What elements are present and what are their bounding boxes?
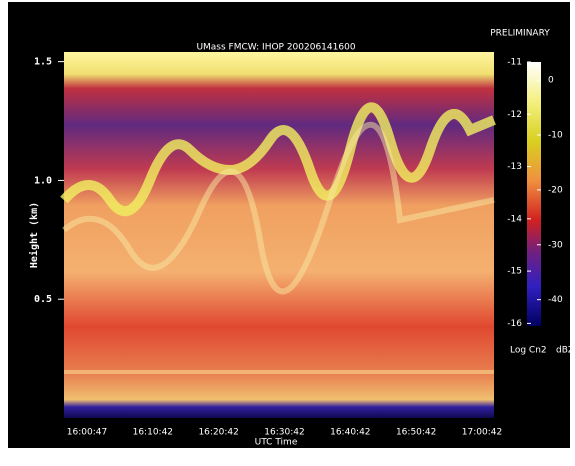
colorbar-right-tick-label: -20 [548, 185, 563, 195]
colorbar-left-label: Log Cn2 [510, 346, 547, 356]
x-tick-label: 16:20:42 [198, 428, 238, 438]
colorbar-right-tick-label: -30 [548, 240, 563, 250]
colorbar-right-tick-label: 0 [548, 76, 554, 86]
colorbar-left-tick-label: -15 [507, 267, 522, 277]
x-tick-label: 16:30:42 [264, 428, 304, 438]
colorbar-left-tick-label: -13 [507, 162, 522, 172]
colorbar-right-tick-label: -40 [548, 295, 563, 305]
y-tick-label: 1.0 [34, 175, 52, 186]
colorbar-left-tick-label: -16 [507, 319, 522, 329]
x-axis-label: UTC Time [255, 438, 298, 448]
y-tick-label: 0.5 [34, 294, 52, 305]
x-tick-label: 17:00:42 [462, 428, 502, 438]
colorbar-left-tick-label: -11 [507, 58, 522, 68]
radar-image [60, 52, 496, 418]
colorbar-left-tick-label: -14 [507, 214, 522, 224]
x-tick-label: 16:40:42 [330, 428, 370, 438]
x-tick-label: 16:50:42 [396, 428, 436, 438]
annotation: PRELIMINARY [490, 29, 550, 39]
y-tick-label: 1.5 [34, 57, 52, 68]
y-axis-label: Height (km) [28, 202, 40, 268]
x-tick-label: 16:10:42 [133, 428, 173, 438]
colorbar [527, 62, 541, 326]
colorbar-right-label: dBZ [556, 346, 574, 356]
colorbar-left-tick-label: -12 [507, 110, 522, 120]
x-tick-label: 16:00:47 [67, 428, 107, 438]
chart-title: UMass FMCW: IHOP 200206141600 [196, 43, 355, 53]
colorbar-right-tick-label: -10 [548, 130, 563, 140]
